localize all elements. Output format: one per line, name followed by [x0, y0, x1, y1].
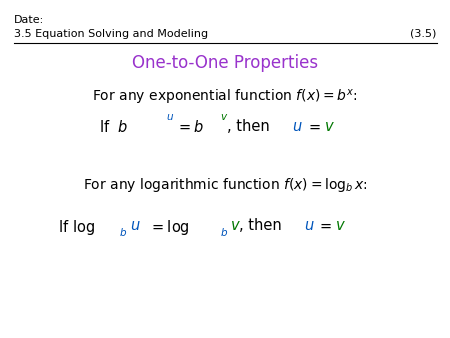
- Text: 3.5 Equation Solving and Modeling: 3.5 Equation Solving and Modeling: [14, 29, 207, 39]
- Text: If $\log$: If $\log$: [58, 218, 95, 237]
- Text: $=$: $=$: [317, 218, 333, 233]
- Text: If  $b$: If $b$: [99, 119, 128, 135]
- Text: For any exponential function $f(x) = b^x$:: For any exponential function $f(x) = b^x…: [92, 88, 358, 107]
- Text: Date:: Date:: [14, 15, 44, 25]
- Text: $v$: $v$: [220, 112, 229, 122]
- Text: , then: , then: [239, 218, 287, 233]
- Text: $u$: $u$: [130, 218, 141, 233]
- Text: (3.5): (3.5): [410, 29, 436, 39]
- Text: $v$: $v$: [230, 218, 240, 233]
- Text: $b$: $b$: [220, 226, 228, 239]
- Text: $b$: $b$: [119, 226, 127, 239]
- Text: $u$: $u$: [292, 119, 303, 134]
- Text: $= b$: $= b$: [176, 119, 204, 135]
- Text: $u$: $u$: [304, 218, 315, 233]
- Text: $v$: $v$: [324, 119, 335, 134]
- Text: $v$: $v$: [335, 218, 346, 233]
- Text: , then: , then: [227, 119, 274, 134]
- Text: $u$: $u$: [166, 112, 174, 122]
- Text: One-to-One Properties: One-to-One Properties: [132, 54, 318, 72]
- Text: For any logarithmic function $f(x) = \log_b x$:: For any logarithmic function $f(x) = \lo…: [83, 176, 367, 194]
- Text: $=$: $=$: [306, 119, 321, 134]
- Text: $= \log$: $= \log$: [149, 218, 190, 237]
